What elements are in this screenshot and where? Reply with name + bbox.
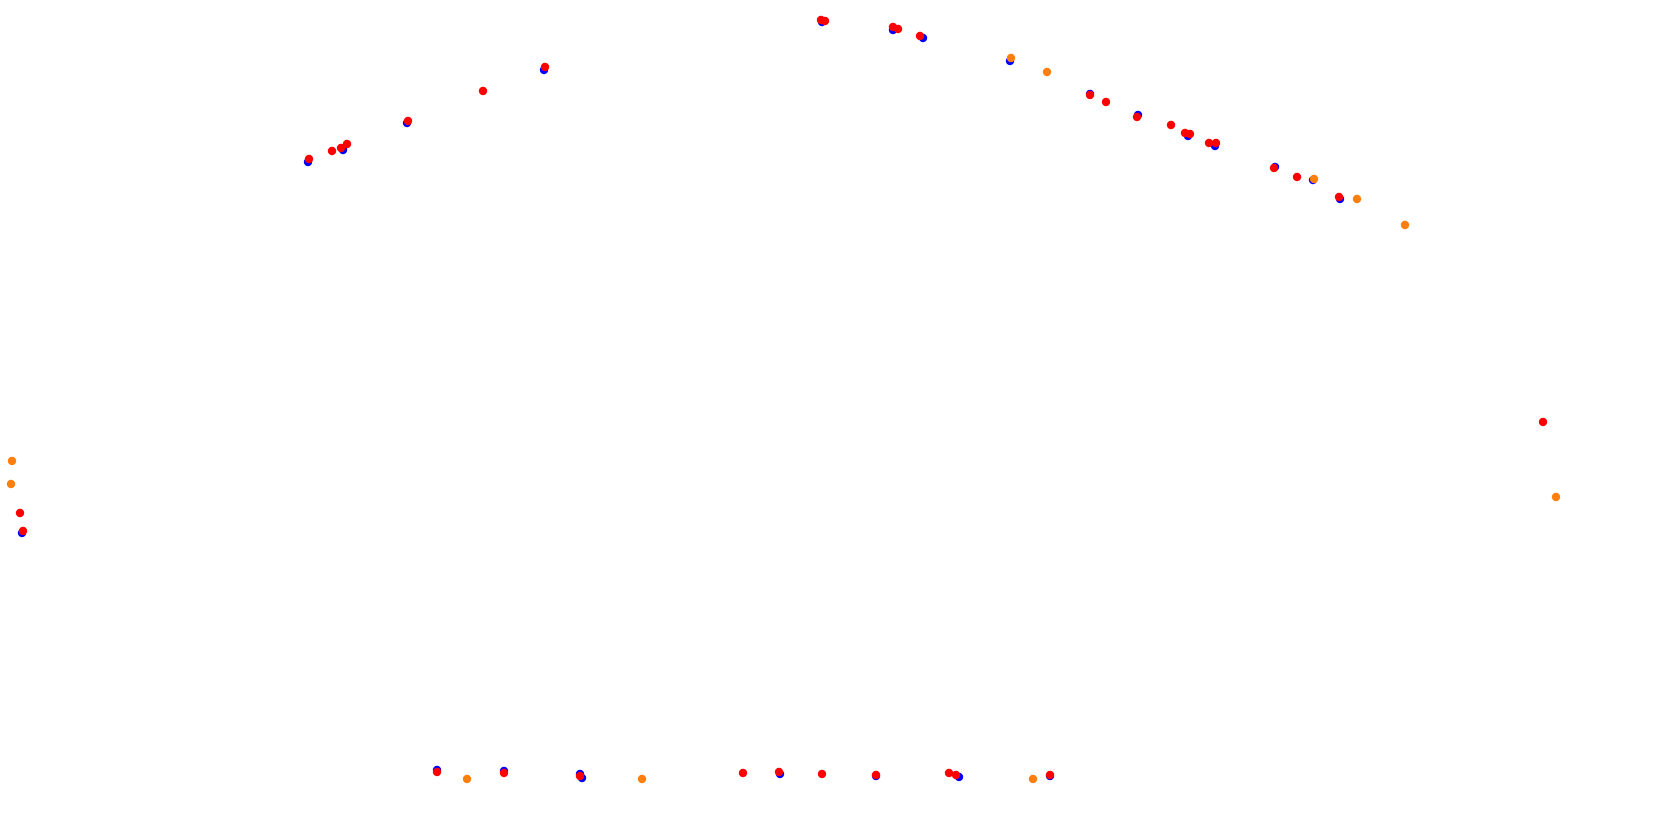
- data-point-red: [1166, 120, 1176, 130]
- data-point-red: [1211, 138, 1221, 148]
- data-point-red: [336, 143, 346, 153]
- data-point-red: [817, 769, 827, 779]
- data-point-red: [575, 771, 585, 781]
- data-point-orange: [1006, 53, 1016, 63]
- data-point-red: [499, 768, 509, 778]
- data-point-orange: [1352, 194, 1362, 204]
- data-point-red: [1292, 172, 1302, 182]
- series-red: [15, 15, 1548, 781]
- data-point-red: [1334, 192, 1344, 202]
- data-point-red: [915, 31, 925, 41]
- data-point-red: [738, 768, 748, 778]
- data-point-red: [18, 526, 28, 536]
- data-point-red: [432, 767, 442, 777]
- series-orange: [6, 53, 1561, 784]
- data-point-red: [820, 16, 830, 26]
- data-point-red: [327, 146, 337, 156]
- data-point-red: [1101, 97, 1111, 107]
- data-point-red: [342, 139, 352, 149]
- data-point-red: [15, 508, 25, 518]
- series-blue: [17, 17, 1345, 783]
- data-point-red: [774, 767, 784, 777]
- data-point-orange: [637, 774, 647, 784]
- data-point-orange: [1028, 774, 1038, 784]
- data-point-red: [871, 770, 881, 780]
- data-point-red: [944, 768, 954, 778]
- data-point-red: [1085, 90, 1095, 100]
- data-point-orange: [6, 479, 16, 489]
- data-point-orange: [1551, 492, 1561, 502]
- data-point-red: [478, 86, 488, 96]
- data-point-orange: [462, 774, 472, 784]
- data-point-red: [951, 770, 961, 780]
- data-point-red: [1538, 417, 1548, 427]
- data-point-red: [893, 24, 903, 34]
- data-point-orange: [1309, 174, 1319, 184]
- data-point-orange: [1042, 67, 1052, 77]
- data-point-red: [304, 154, 314, 164]
- data-point-orange: [7, 456, 17, 466]
- data-point-red: [403, 116, 413, 126]
- data-point-red: [1045, 770, 1055, 780]
- data-point-red: [1204, 138, 1214, 148]
- data-point-orange: [1400, 220, 1410, 230]
- data-point-red: [1132, 112, 1142, 122]
- data-point-red: [1269, 163, 1279, 173]
- data-point-red: [540, 62, 550, 72]
- data-point-red: [1185, 129, 1195, 139]
